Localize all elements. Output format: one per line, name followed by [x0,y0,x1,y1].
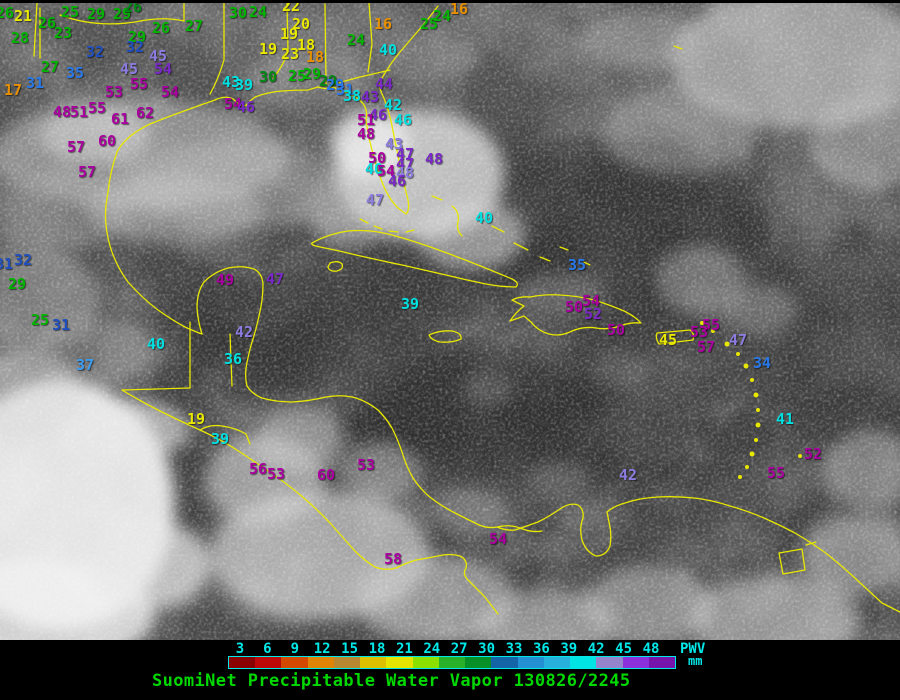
colorbar-segment [333,657,361,668]
colorbar-segment [360,657,387,668]
colorbar-segment [517,657,544,668]
colorbar-tick-label: 15 [341,641,359,657]
colorbar-segment [386,657,413,668]
colorbar-unit-label: PWV [680,641,706,657]
colorbar-segment [307,657,334,668]
colorbar-tick-label: 18 [368,641,386,657]
colorbar-segment [229,657,256,668]
top-black-strip [0,0,900,3]
cloud-texture-fine [0,3,900,640]
colorbar-tick-label: 27 [450,641,468,657]
colorbar-segment [412,657,439,668]
colorbar-tick-label: 30 [478,641,496,657]
legend-panel: 3 6 9 12 15 18 21 24 27 30 33 36 39 42 45 48 PWV mm Suo… [0,640,900,700]
colorbar-tick-label: 45 [615,641,633,657]
colorbar-tick-label: 24 [423,641,441,657]
colorbar-tick-label: 36 [532,641,550,657]
lesser-antilles-islands [700,321,802,479]
colorbar-segment [281,657,308,668]
colorbar-segment [648,657,675,668]
colorbar [228,656,676,669]
colorbar-tick-label: 6 [263,641,272,657]
colorbar-tick-label: 12 [313,641,331,657]
satellite-map [0,3,900,640]
colorbar-tick-label: 21 [395,641,413,657]
colorbar-segment [491,657,518,668]
colorbar-tick-label: 48 [642,641,660,657]
colorbar-segment [255,657,282,668]
colorbar-tick-label: 3 [235,641,245,657]
colorbar-segment [438,657,466,668]
colorbar-unit-sublabel: mm [688,654,703,668]
colorbar-segment [465,657,492,668]
colorbar-segment [596,657,623,668]
colorbar-tick-label: 9 [290,641,300,657]
product-title: SuomiNet Precipitable Water Vapor 130826… [152,671,631,691]
colorbar-segment [543,657,571,668]
colorbar-tick-label: 42 [587,641,605,657]
coastlines [33,3,900,615]
colorbar-segment [622,657,649,668]
colorbar-tick-label: 33 [505,641,523,657]
colorbar-segment [570,657,597,668]
colorbar-tick-label: 39 [560,641,578,657]
